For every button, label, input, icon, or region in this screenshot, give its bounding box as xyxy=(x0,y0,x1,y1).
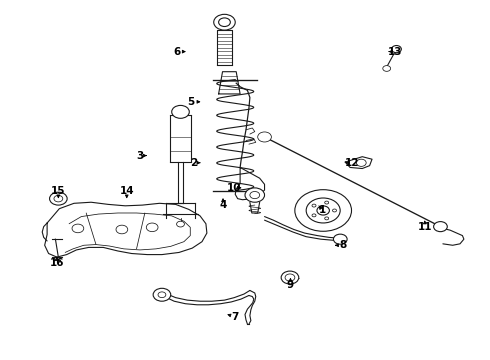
Circle shape xyxy=(72,224,84,233)
Circle shape xyxy=(392,45,401,53)
Circle shape xyxy=(176,221,184,227)
Text: 13: 13 xyxy=(388,46,403,57)
Text: 8: 8 xyxy=(339,240,346,250)
Circle shape xyxy=(333,234,347,244)
Circle shape xyxy=(317,206,329,215)
Circle shape xyxy=(295,190,351,231)
Circle shape xyxy=(383,66,391,71)
Circle shape xyxy=(325,201,329,204)
Text: 16: 16 xyxy=(49,258,64,268)
Text: 4: 4 xyxy=(220,200,227,210)
Text: 9: 9 xyxy=(287,280,294,290)
Circle shape xyxy=(219,18,230,27)
Text: 2: 2 xyxy=(190,158,197,168)
Circle shape xyxy=(434,222,447,231)
Circle shape xyxy=(333,209,337,212)
Circle shape xyxy=(147,223,158,231)
Circle shape xyxy=(116,225,128,234)
Circle shape xyxy=(356,159,366,166)
Circle shape xyxy=(250,192,260,199)
Circle shape xyxy=(312,204,316,207)
Text: 12: 12 xyxy=(345,158,360,168)
Text: 15: 15 xyxy=(51,186,66,197)
Text: 14: 14 xyxy=(120,186,134,197)
Text: 1: 1 xyxy=(318,206,326,216)
Circle shape xyxy=(172,105,189,118)
Text: 3: 3 xyxy=(136,150,144,161)
Circle shape xyxy=(54,195,63,202)
Circle shape xyxy=(245,188,265,202)
Circle shape xyxy=(214,14,235,30)
Circle shape xyxy=(285,274,295,281)
Circle shape xyxy=(153,288,171,301)
Text: 5: 5 xyxy=(188,97,195,107)
Text: 6: 6 xyxy=(173,46,180,57)
Circle shape xyxy=(258,132,271,142)
Text: 11: 11 xyxy=(417,222,432,232)
Circle shape xyxy=(49,192,67,205)
Circle shape xyxy=(312,214,316,217)
Circle shape xyxy=(158,292,166,298)
Circle shape xyxy=(306,198,340,223)
Text: 7: 7 xyxy=(232,312,239,322)
Circle shape xyxy=(325,217,329,220)
Circle shape xyxy=(281,271,299,284)
Text: 10: 10 xyxy=(227,183,242,193)
